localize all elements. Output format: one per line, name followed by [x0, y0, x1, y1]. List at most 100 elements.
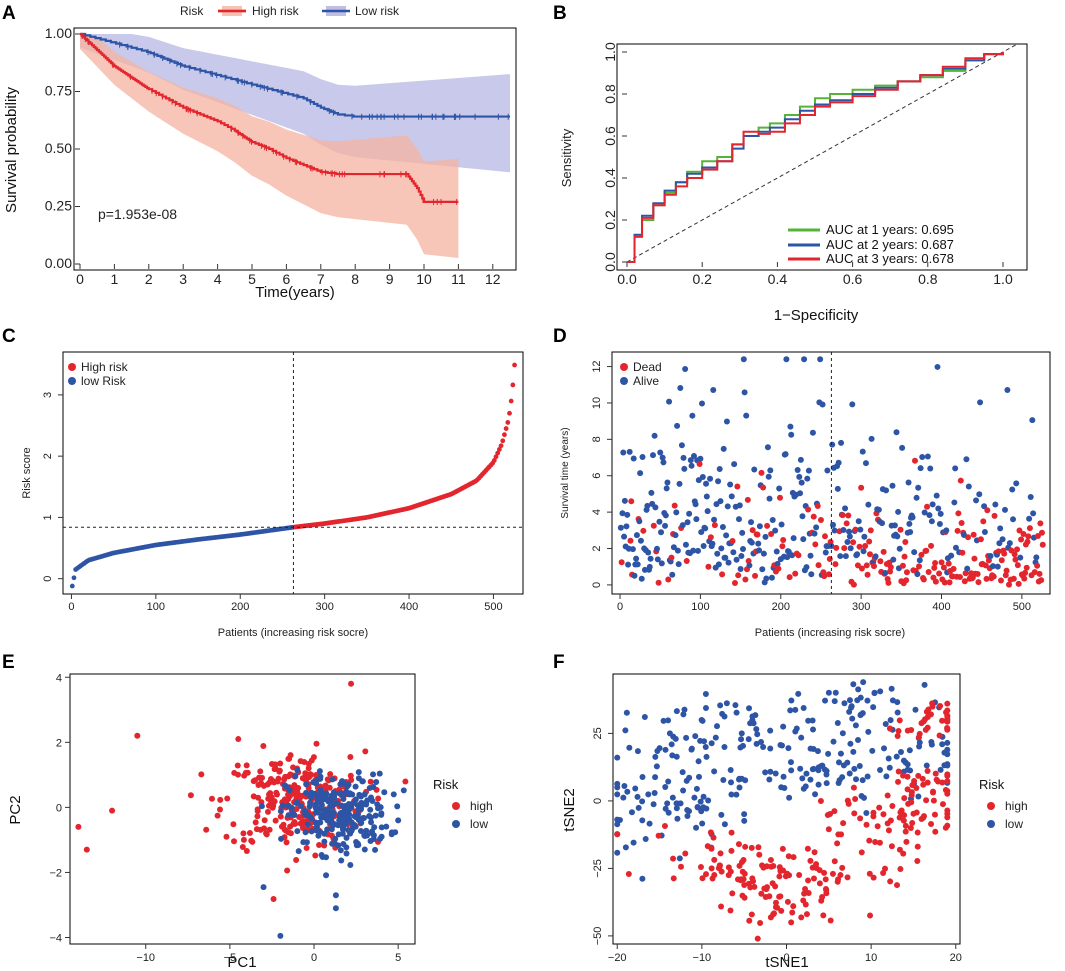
km-x-tick-label: 11 — [451, 271, 466, 287]
tsne-low-point — [665, 717, 672, 724]
tsne-low-point — [684, 813, 691, 820]
tsne-high-point — [927, 711, 934, 718]
pca-low-point — [260, 884, 267, 891]
status-dead-point — [997, 577, 1004, 584]
tsne-low-point — [835, 759, 842, 766]
status-alive-point — [811, 530, 818, 537]
tsne-low-point — [673, 805, 680, 812]
status-alive-point — [872, 553, 879, 560]
tsne-low-point — [785, 745, 792, 752]
tsne-low-point — [688, 746, 695, 753]
tsne-high-point — [809, 864, 816, 871]
tsne-high-point — [900, 772, 907, 779]
status-alive-point — [835, 459, 842, 466]
tsne-high-point — [902, 822, 909, 829]
risk-score-point — [512, 362, 517, 368]
status-alive-point — [619, 510, 626, 517]
pca-low-point — [313, 827, 320, 834]
risk-legend-low-marker — [68, 377, 76, 385]
pca-high-point — [235, 771, 242, 778]
status-alive-point — [842, 553, 849, 560]
status-alive-point — [926, 512, 933, 519]
tsne-high-point — [944, 778, 951, 785]
tsne-low-point — [639, 817, 646, 824]
tsne-low-point — [614, 791, 621, 798]
status-alive-point — [681, 465, 688, 472]
status-dead-point — [1038, 577, 1045, 584]
pca-high-point — [187, 792, 194, 799]
pca-high-point — [243, 847, 250, 854]
pca-low-point — [318, 851, 325, 858]
tsne-high-point — [807, 857, 814, 864]
tsne-high-point — [820, 912, 827, 919]
tsne-high-point — [896, 814, 903, 821]
pca-x-tick-label: −5 — [224, 952, 237, 964]
status-alive-point — [999, 536, 1006, 543]
pca-low-point — [325, 798, 332, 805]
status-legend-dead-label: Dead — [633, 360, 662, 374]
tsne-y-axis-title: tSNE2 — [561, 788, 578, 831]
tsne-high-point — [872, 838, 879, 845]
status-alive-point — [1029, 417, 1036, 424]
tsne-low-point — [680, 711, 687, 718]
tsne-low-point — [855, 686, 862, 693]
tsne-high-point — [661, 823, 668, 830]
status-dead-point — [858, 484, 865, 491]
status-alive-point — [698, 529, 705, 536]
status-dead-point — [928, 542, 935, 549]
tsne-low-point — [741, 811, 748, 818]
status-alive-point — [727, 481, 734, 488]
tsne-high-point — [822, 885, 829, 892]
pca-high-point — [257, 768, 264, 775]
tsne-high-point — [901, 795, 908, 802]
tsne-high-point — [895, 728, 902, 735]
status-dead-point — [1037, 520, 1044, 527]
tsne-low-point — [837, 750, 844, 757]
tsne-high-point — [920, 781, 927, 788]
pca-high-point — [260, 743, 267, 750]
status-alive-point — [936, 520, 943, 527]
status-alive-point — [649, 452, 656, 459]
pca-high-point — [248, 837, 255, 844]
tsne-high-point — [816, 880, 823, 887]
tsne-high-point — [923, 797, 930, 804]
pca-legend-high-marker — [452, 802, 460, 810]
tsne-low-point — [700, 793, 707, 800]
status-dead-point — [940, 564, 947, 571]
status-alive-point — [882, 569, 889, 576]
status-alive-point — [772, 527, 779, 534]
status-dead-point — [941, 579, 948, 586]
pca-low-point — [394, 803, 401, 810]
tsne-high-point — [920, 814, 927, 821]
tsne-low-point — [758, 739, 765, 746]
tsne-high-point — [889, 802, 896, 809]
status-dead-point — [817, 516, 824, 523]
risk-score-point — [502, 432, 507, 438]
status-y-tick-label: 4 — [591, 509, 603, 515]
tsne-high-point — [727, 907, 734, 914]
status-y-tick-label: 0 — [591, 582, 603, 588]
status-dead-point — [867, 527, 874, 534]
pca-low-point — [285, 802, 292, 809]
tsne-low-point — [696, 773, 703, 780]
tsne-high-point — [789, 909, 796, 916]
tsne-low-point — [702, 705, 709, 712]
status-alive-point — [951, 499, 958, 506]
status-dead-point — [628, 498, 635, 505]
pca-high-point — [268, 799, 275, 806]
status-alive-point — [652, 504, 659, 511]
status-alive-point — [981, 528, 988, 535]
status-alive-point — [674, 547, 681, 554]
roc-x-tick-label: 0.0 — [617, 271, 637, 287]
tsne-low-point — [614, 780, 621, 787]
pca-y-tick-label: 0 — [56, 802, 62, 814]
tsne-low-point — [847, 740, 854, 747]
status-alive-point — [808, 571, 815, 578]
tsne-low-point — [786, 794, 793, 801]
status-alive-point — [891, 522, 898, 529]
status-alive-point — [1027, 494, 1034, 501]
tsne-low-point — [728, 791, 735, 798]
status-alive-point — [690, 547, 697, 554]
tsne-x-tick-label: 20 — [950, 952, 962, 964]
